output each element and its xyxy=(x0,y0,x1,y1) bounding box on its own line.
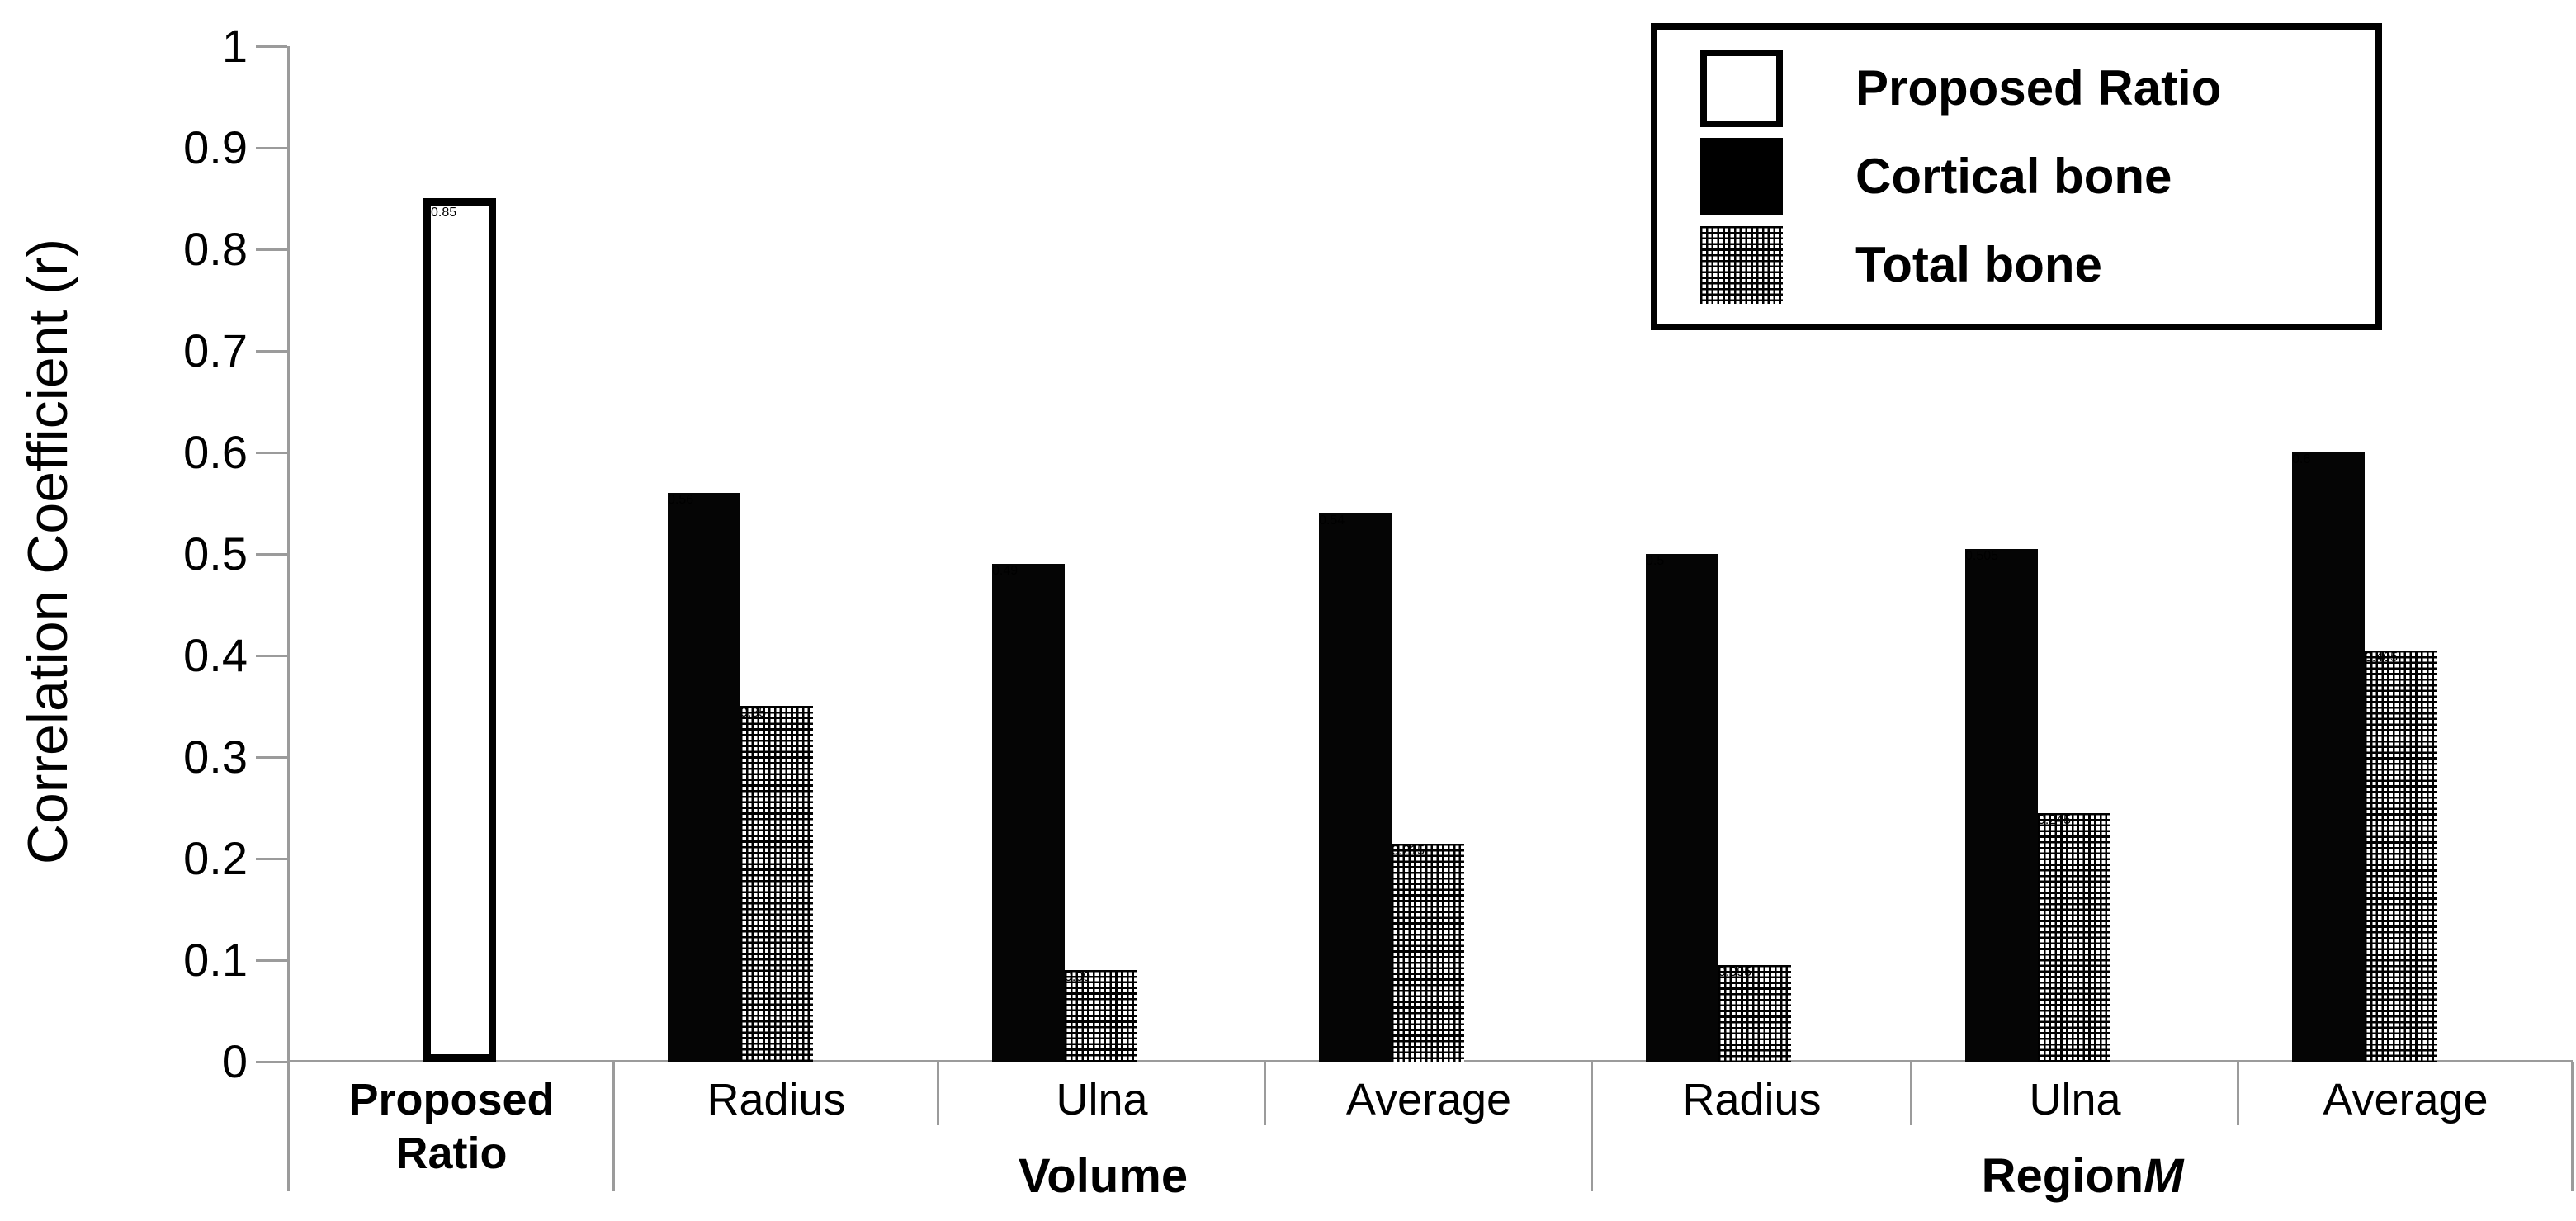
y-tick-label: 0.7 xyxy=(183,324,248,376)
category-separator xyxy=(1591,1062,1593,1191)
y-tick xyxy=(256,756,287,759)
y-tick-label: 0.2 xyxy=(183,832,248,884)
legend-label-proposed-ratio: Proposed Ratio xyxy=(1855,60,2222,116)
legend-label-total-bone: Total bone xyxy=(1855,237,2102,292)
category-separator xyxy=(2571,1062,2574,1191)
y-tick-label: 0.9 xyxy=(183,121,248,173)
y-tick-label: 0.6 xyxy=(183,426,248,478)
y-tick xyxy=(256,452,287,454)
y-tick-label: 0.5 xyxy=(183,528,248,580)
legend-swatch-total-bone xyxy=(1700,226,1783,304)
y-tick-label: 0 xyxy=(221,1035,248,1087)
bar-total-bone: 0.095 xyxy=(1718,965,1791,1062)
y-tick xyxy=(256,553,287,556)
bar-cortical-bone: 0.49 xyxy=(992,564,1065,1062)
category-separator xyxy=(1264,1062,1266,1125)
y-tick xyxy=(256,248,287,251)
bar-total-bone: 0.09 xyxy=(1065,970,1137,1062)
category-label: Proposed Ratio xyxy=(348,1075,555,1178)
category-label: Ulna xyxy=(1056,1075,1148,1124)
y-tick xyxy=(256,1061,287,1063)
legend-row: Proposed Ratio xyxy=(1700,50,2359,127)
y-axis-line xyxy=(287,46,290,1191)
bar-total-bone: 0.215 xyxy=(1392,844,1464,1062)
bar-cortical-bone: 0.56 xyxy=(668,493,740,1062)
bar-total-bone: 0.405 xyxy=(2365,651,2437,1062)
y-tick-label: 0.3 xyxy=(183,731,248,783)
category-label: Radius xyxy=(1682,1075,1822,1124)
bar-total-bone: 0.35 xyxy=(740,706,813,1062)
group-label-italic-text: M xyxy=(2144,1149,2184,1203)
y-tick xyxy=(256,350,287,353)
bar-cortical-bone: 0.54 xyxy=(1319,513,1392,1062)
group-label: RegionM xyxy=(1592,1152,2573,1200)
legend: Proposed Ratio Cortical bone Total bone xyxy=(1651,23,2382,330)
category-separator xyxy=(1910,1062,1912,1125)
legend-row: Total bone xyxy=(1700,226,2359,304)
y-tick-label: 1 xyxy=(221,20,248,72)
group-label-text: Region xyxy=(1981,1149,2144,1203)
legend-label-cortical-bone: Cortical bone xyxy=(1855,149,2172,204)
y-tick xyxy=(256,959,287,962)
category-label: Average xyxy=(1345,1075,1512,1124)
category-label: Radius xyxy=(707,1075,846,1124)
category-separator xyxy=(2237,1062,2239,1125)
legend-row: Cortical bone xyxy=(1700,138,2359,215)
category-label: Average xyxy=(2323,1075,2489,1124)
bar-cortical-bone: 0.5 xyxy=(1646,554,1718,1062)
y-tick xyxy=(256,147,287,149)
y-tick xyxy=(256,655,287,657)
group-label-text: Volume xyxy=(1018,1149,1189,1203)
bar-proposed-ratio: 0.85 xyxy=(423,198,496,1062)
bar-cortical-bone: 0.6 xyxy=(2292,452,2365,1062)
y-tick xyxy=(256,45,287,48)
y-tick-label: 0.1 xyxy=(183,934,248,986)
category-separator xyxy=(612,1062,615,1191)
bar-total-bone: 0.245 xyxy=(2038,813,2110,1062)
bar-cortical-bone: 0.505 xyxy=(1965,549,2038,1062)
y-tick-label: 0.8 xyxy=(183,223,248,275)
legend-swatch-cortical-bone xyxy=(1700,138,1783,215)
legend-swatch-proposed-ratio xyxy=(1700,50,1783,127)
category-label: Ulna xyxy=(2029,1075,2121,1124)
category-separator xyxy=(937,1062,939,1125)
y-tick-label: 0.4 xyxy=(183,629,248,681)
y-tick xyxy=(256,858,287,860)
group-label: Volume xyxy=(614,1152,1592,1200)
